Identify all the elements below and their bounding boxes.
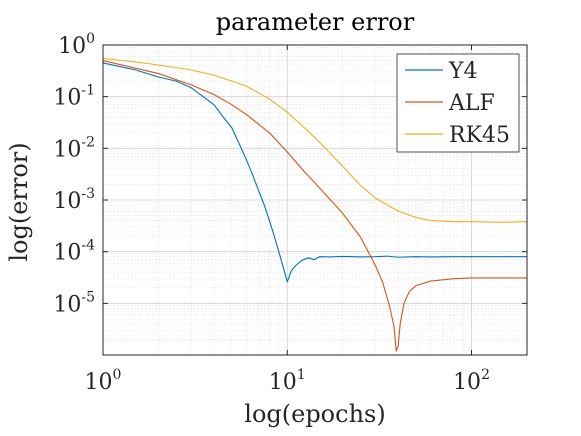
tick-exponent: 0 — [86, 31, 95, 47]
y-tick-label: 10-2 — [53, 134, 95, 162]
series-line-alf — [102, 60, 527, 352]
tick-base: 10 — [269, 370, 297, 395]
tick-base: 10 — [53, 189, 81, 214]
y-tick-label: 10-5 — [53, 289, 95, 317]
plot-lines — [102, 57, 528, 352]
tick-base: 10 — [53, 241, 81, 266]
series-line-y4 — [102, 62, 527, 283]
tick-base: 10 — [53, 86, 81, 111]
tick-exponent: 1 — [297, 367, 306, 383]
tick-base: 10 — [85, 370, 113, 395]
legend-label-rk45: RK45 — [449, 123, 510, 148]
tick-exponent: 0 — [113, 367, 122, 383]
x-tick-label: 101 — [269, 367, 306, 395]
tick-base: 10 — [453, 370, 481, 395]
tick-exponent: -1 — [81, 83, 95, 99]
y-tick-label: 10-3 — [53, 186, 95, 214]
legend-label-y4: Y4 — [448, 59, 478, 84]
tick-base: 10 — [58, 34, 86, 59]
y-axis-label: log(error) — [5, 142, 33, 261]
x-tick-label: 102 — [453, 367, 490, 395]
tick-base: 10 — [53, 137, 81, 162]
tick-exponent: -4 — [81, 238, 95, 254]
y-tick-label: 10-4 — [53, 238, 95, 266]
x-axis-label: log(epochs) — [244, 400, 385, 428]
y-tick-label: 100 — [58, 31, 95, 59]
legend: Y4 ALF RK45 — [396, 53, 520, 153]
tick-base: 10 — [53, 292, 81, 317]
y-tick-label: 10-1 — [53, 83, 95, 111]
tick-exponent: 2 — [481, 367, 490, 383]
tick-exponent: -3 — [81, 186, 95, 202]
chart-title: parameter error — [216, 8, 415, 36]
tick-exponent: -5 — [81, 289, 95, 305]
series-line-rk45 — [102, 57, 528, 223]
x-tick-label: 100 — [85, 367, 122, 395]
legend-label-alf: ALF — [448, 91, 495, 116]
tick-exponent: -2 — [81, 134, 95, 150]
